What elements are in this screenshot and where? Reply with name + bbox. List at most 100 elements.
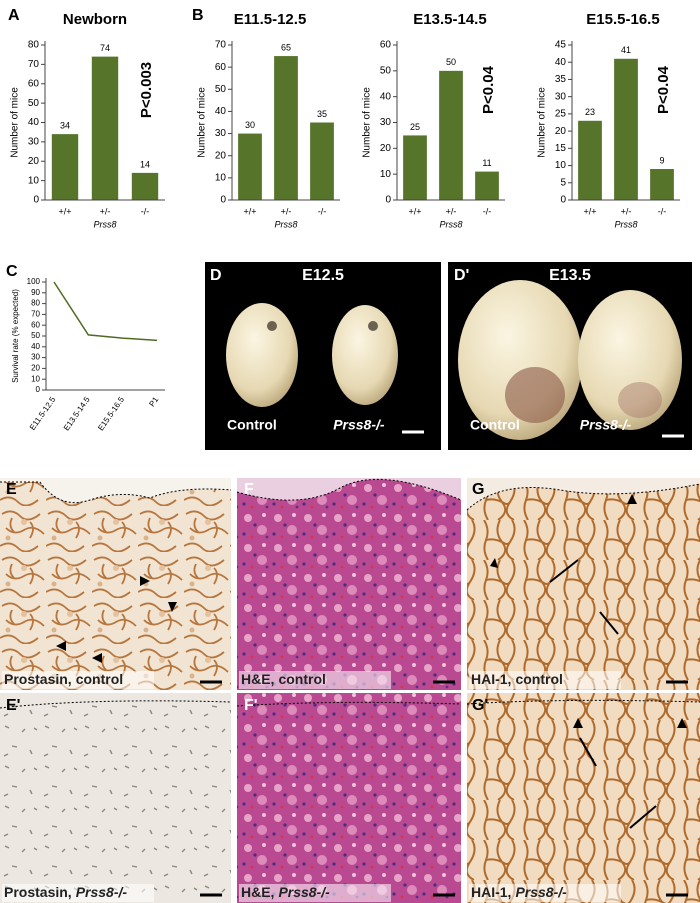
photo-label: Prss8-/- [580,417,632,433]
annotation: P<0.04 [480,65,497,114]
value-label: 30 [245,120,255,130]
y-tick-label: 20 [555,126,567,137]
y-tick-label: 20 [215,150,227,161]
value-label: 50 [446,57,456,67]
y-axis-label: Number of mice [537,87,548,158]
micrograph-label: HAI-1, Prss8-/- [471,884,567,900]
x-tick-label: E11.5-12.5 [28,395,58,432]
bar [439,70,463,200]
y-tick-label: 60 [215,62,227,73]
micrographs [0,478,700,903]
x-axis-label: Prss8 [274,219,297,229]
y-tick-label: 100 [27,277,41,286]
photo-title: E13.5 [549,267,591,284]
y-tick-label: 40 [28,117,40,128]
x-tick-label: -/- [483,206,492,216]
y-tick-label: 40 [380,91,392,102]
x-tick-label: +/- [446,206,457,216]
y-tick-label: 50 [31,331,40,340]
bar [51,134,79,200]
panel-letter: E [6,481,17,498]
value-label: 35 [317,109,327,119]
label-backdrop [239,884,391,902]
genotype: Prss8-/- [76,884,128,900]
panel-letter: D' [454,267,469,284]
bar [131,172,159,200]
y-tick-label: 70 [215,40,227,51]
y-axis-label: Number of mice [362,87,373,158]
y-tick-label: 30 [555,91,567,102]
y-tick-label: 60 [380,40,392,51]
x-tick-label: +/- [621,206,632,216]
y-tick-label: 10 [380,169,392,180]
photo-label: Control [227,417,277,433]
y-tick-label: 30 [28,137,40,148]
y-tick-label: 5 [560,177,566,188]
value-label: 25 [410,122,420,132]
y-tick-label: 25 [555,109,567,120]
panel-letter: E' [6,697,20,714]
y-tick-label: 80 [31,299,40,308]
y-tick-label: 50 [380,65,392,76]
x-tick-label: -/- [141,206,150,216]
value-label: 65 [281,42,291,52]
value-label: 41 [621,45,631,55]
y-tick-label: 0 [385,195,391,206]
y-tick-label: 60 [28,78,40,89]
stain: H&E, [241,671,274,687]
y-tick-label: 20 [28,156,40,167]
label-backdrop [239,671,391,689]
chart-title: E11.5-12.5 [234,11,307,28]
value-label: 14 [140,159,150,169]
photo-label: Control [470,417,520,433]
value-label: 11 [482,158,491,168]
panel-letter: G' [472,697,488,714]
panel-letter: F' [244,697,258,714]
panel-letter: C [6,263,18,280]
x-tick-label: +/+ [58,206,71,216]
y-tick-label: 15 [555,143,567,154]
y-tick-label: 0 [560,195,566,206]
stain: H&E, [241,884,274,900]
y-tick-label: 50 [215,84,227,95]
value-label: 34 [60,121,70,131]
bar [91,56,119,200]
y-tick-label: 70 [31,310,40,319]
micrograph-label: H&E, Prss8-/- [241,884,330,900]
y-tick-label: 30 [215,128,227,139]
annotation: P<0.003 [138,62,155,118]
genotype: control [76,671,123,687]
genotype: control [515,671,562,687]
stain: HAI-1, [471,671,511,687]
y-tick-label: 10 [31,374,40,383]
chart-title: E15.5-16.5 [586,11,659,28]
y-axis-label: Survival rate (% expected) [11,289,20,383]
genotype: Prss8-/- [278,884,330,900]
y-tick-label: 0 [220,195,226,206]
x-tick-label: P1 [147,395,160,409]
y-tick-label: 0 [33,195,39,206]
micrograph-label: Prostasin, control [4,671,123,687]
y-axis-label: Number of mice [197,87,208,158]
bar [614,58,638,201]
photo-label: Prss8-/- [333,417,385,433]
annotation: P<0.04 [655,65,672,114]
y-tick-label: 70 [28,59,40,70]
y-tick-label: 20 [380,143,392,154]
label-backdrop [469,671,621,689]
line [53,281,158,342]
y-tick-label: 80 [28,40,40,51]
micrograph-label: Prostasin, Prss8-/- [4,884,127,900]
panel-letter: B [192,7,204,24]
panel-letter: G [472,481,484,498]
panel-letter: A [8,7,20,24]
y-tick-label: 50 [28,98,40,109]
chart-title: E13.5-14.5 [413,11,486,28]
micrograph-label: HAI-1, control [471,671,563,687]
bar [650,169,674,200]
x-tick-label: +/- [281,206,292,216]
y-tick-label: 0 [36,385,41,394]
x-axis-label: Prss8 [439,219,462,229]
x-tick-label: -/- [318,206,327,216]
